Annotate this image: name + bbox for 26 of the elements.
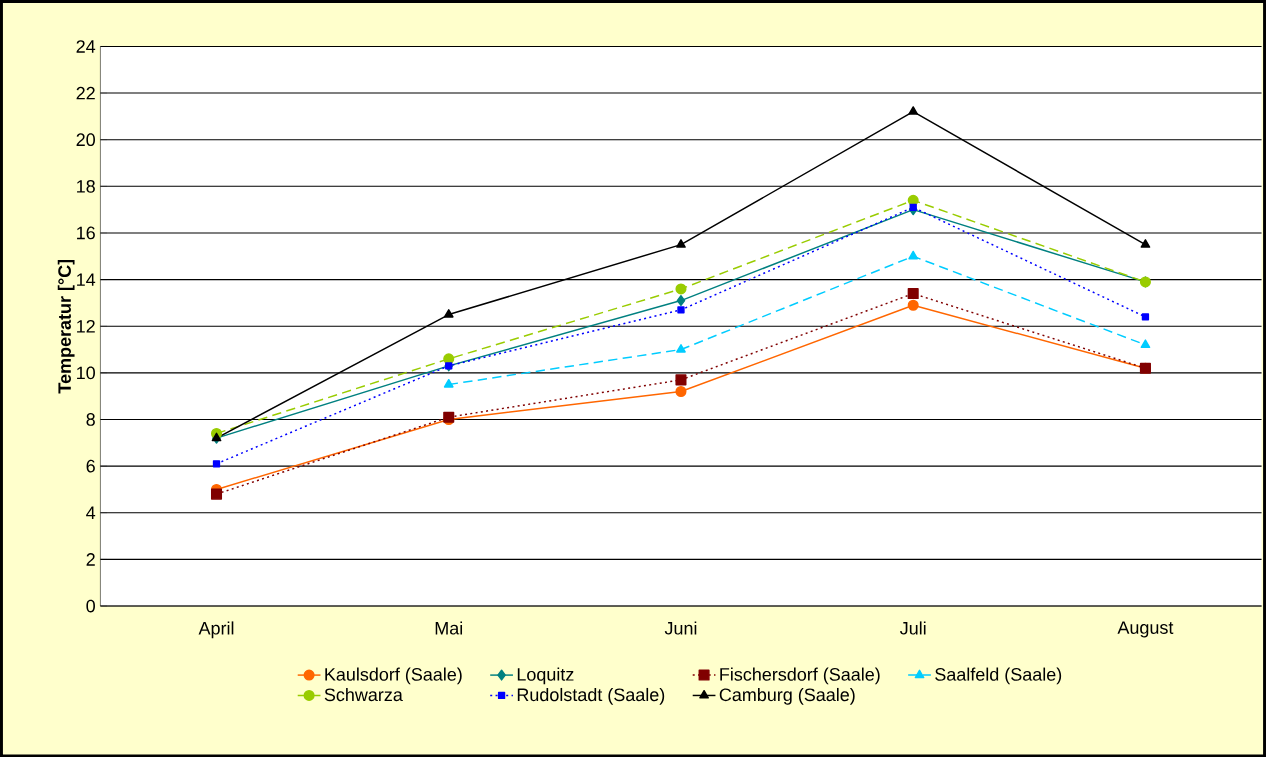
legend-label: Loquitz: [517, 667, 574, 685]
legend-label: Rudolstadt (Saale): [517, 687, 665, 705]
y-tick-label: 22: [76, 86, 95, 100]
y-tick-label: 10: [77, 366, 95, 380]
y-tick-label: 18: [77, 179, 95, 193]
legend-label: Kaulsdorf (Saale): [325, 667, 462, 685]
y-axis-title: Temperatur [°C]: [57, 259, 75, 394]
y-tick-label: 20: [76, 133, 95, 146]
legend-label: Fischersdorf (Saale): [720, 667, 880, 685]
y-tick-label: 8: [86, 412, 95, 426]
y-tick-label: 14: [77, 273, 96, 286]
x-tick-label: Juli: [899, 621, 926, 635]
legend-label: Schwarza: [324, 687, 403, 701]
y-tick-label: 24: [76, 39, 96, 53]
legend-label: Camburg (Saale): [719, 687, 855, 705]
y-tick-label: 12: [77, 319, 95, 333]
legend-label: Saalfeld (Saale): [935, 667, 1062, 685]
x-tick-label: Mai: [435, 621, 463, 635]
x-tick-label: August: [1117, 621, 1174, 638]
x-tick-label: April: [198, 621, 234, 638]
y-tick-label: 4: [86, 506, 96, 519]
y-tick-label: 16: [77, 226, 95, 240]
y-tick-label: 6: [86, 459, 95, 473]
y-tick-label: 2: [86, 552, 95, 566]
x-tick-label: Juni: [664, 621, 697, 635]
y-tick-label: 0: [86, 599, 95, 613]
